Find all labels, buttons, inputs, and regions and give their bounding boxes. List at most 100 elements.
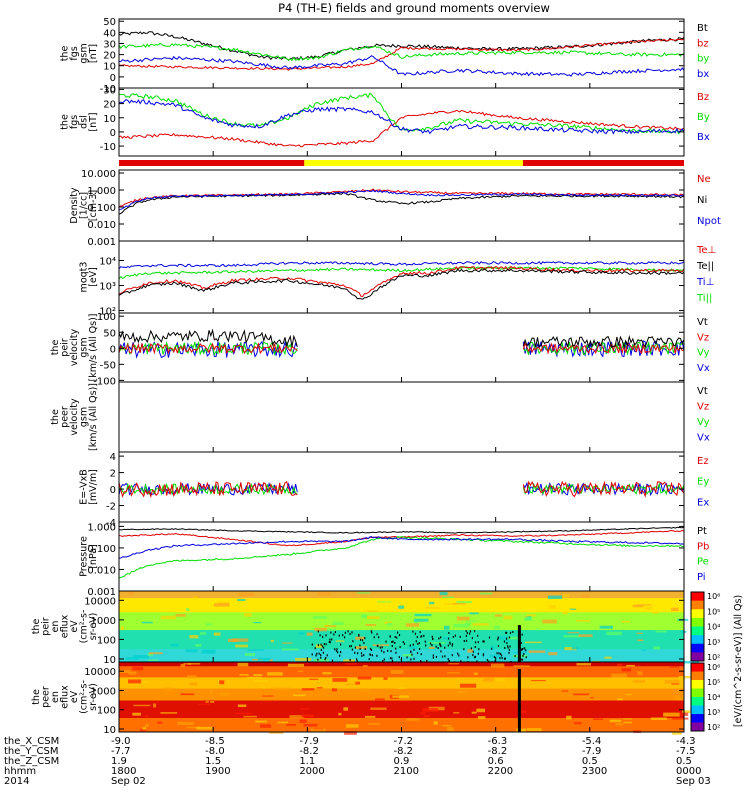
heatmap-cell [423, 715, 431, 718]
panel-density: 0.001 0.010 0.100 1.000 10.000Density[1/cc][… [69, 169, 721, 248]
heatmap-cell [252, 658, 264, 661]
heatmap-dropout [403, 642, 406, 645]
heatmap-cell [536, 628, 540, 631]
heatmap-dropout [315, 654, 317, 657]
heatmap-cell [621, 620, 631, 623]
heatmap-cell [270, 639, 274, 643]
heatmap-cell [526, 614, 536, 617]
heatmap-dropout [399, 645, 401, 648]
heatmap-cell [186, 608, 190, 612]
y-axis-label: eflux [60, 685, 71, 709]
heatmap-dropout [320, 654, 322, 657]
heatmap-cell [237, 704, 247, 708]
heatmap-cell [674, 696, 684, 701]
heatmap-dropout [314, 647, 316, 650]
heatmap-dropout [488, 636, 491, 639]
y-axis-label: [mV/m] [88, 469, 99, 505]
y-tick-label: 30 [103, 85, 116, 96]
heatmap-cell [277, 721, 289, 724]
heatmap-dropout [460, 660, 462, 663]
heatmap-cell [447, 727, 454, 732]
heatmap-dropout [437, 646, 439, 649]
heatmap-cell [295, 657, 312, 661]
heatmap-cell [355, 681, 361, 685]
x-tick-value: 0.5 [582, 756, 598, 767]
heatmap-cell [287, 663, 305, 667]
heatmap-cell [524, 616, 528, 618]
heatmap-cell [611, 673, 628, 678]
heatmap-cell [253, 622, 262, 624]
x-tick-value: -7.9 [582, 746, 602, 757]
series-Ti⊥ [119, 260, 684, 270]
heatmap-dropout [410, 650, 412, 653]
heatmap-cell [355, 636, 365, 640]
heatmap-dropout [395, 647, 397, 650]
heatmap-dropout [369, 647, 372, 650]
x-tick-value: -7.7 [111, 746, 131, 757]
y-tick-label: 0 [110, 485, 116, 496]
legend-label: Bx [697, 132, 710, 143]
heatmap-cell [344, 731, 357, 735]
heatmap-cell [247, 649, 265, 651]
x-tick-value: 1800 [111, 766, 136, 777]
y-axis-label: eflux [60, 614, 71, 638]
heatmap-cell [360, 689, 371, 692]
heatmap-cell [513, 665, 531, 667]
y-tick-label: 0.001 [87, 237, 116, 248]
y-axis-label: [1/cc] [79, 192, 90, 219]
heatmap-cell [128, 592, 134, 595]
heatmap-dropout [338, 634, 340, 637]
heatmap-dropout [458, 654, 460, 657]
colorbar-tick-label: 10⁶ [707, 592, 720, 601]
heatmap-cell [145, 715, 149, 718]
heatmap-cell [139, 729, 147, 732]
heatmap-cell [414, 621, 418, 624]
y-tick-label: 10 [103, 655, 116, 666]
heatmap-dropout [501, 657, 503, 660]
heatmap-cell [447, 672, 460, 674]
heatmap-cell [244, 613, 252, 617]
heatmap-band [119, 662, 684, 667]
heatmap-cell [313, 659, 329, 663]
heatmap-cell [637, 671, 643, 676]
heatmap-cell [524, 641, 542, 644]
legend-label: Pe [697, 557, 709, 568]
heatmap-cell [507, 636, 519, 640]
heatmap-cell [467, 649, 474, 653]
y-axis-label: sr-eV) [88, 613, 99, 641]
heatmap-cell [548, 605, 556, 609]
heatmap-dropout [336, 648, 338, 651]
heatmap-cell [489, 654, 503, 658]
y-tick-label: 1000 [91, 616, 116, 627]
colorbar-swatch [691, 635, 704, 645]
x-tick-value: -6.3 [488, 736, 508, 747]
heatmap-dropout [333, 633, 335, 636]
heatmap-dropout [444, 646, 446, 649]
y-axis-label: peir [60, 338, 71, 357]
heatmap-cell [398, 605, 405, 609]
heatmap-dropout [343, 636, 346, 639]
heatmap-dropout [320, 648, 322, 651]
heatmap-dropout [465, 630, 467, 633]
heatmap-dropout [349, 645, 351, 648]
heatmap-cell [414, 613, 432, 617]
heatmap-cell [593, 718, 604, 720]
colorbar-swatch [691, 680, 704, 689]
heatmap-cell [671, 731, 682, 735]
heatmap-dropout [465, 639, 468, 642]
heatmap-dropout [452, 635, 454, 638]
heatmap-cell [562, 593, 570, 598]
heatmap-cell [493, 677, 506, 682]
y-tick-label: 0 [110, 73, 116, 84]
heatmap-dropout [523, 647, 525, 650]
heatmap-cell [548, 595, 563, 599]
heatmap-dropout [440, 645, 442, 648]
heatmap-cell [453, 712, 460, 714]
legend-label: Vt [697, 386, 708, 397]
y-tick-label: 1.000 [87, 522, 116, 533]
heatmap-cell [617, 698, 623, 701]
series-Pi [119, 536, 684, 559]
series-Ni [119, 192, 684, 215]
y-tick-label: -10 [100, 142, 116, 153]
heatmap-dropout [496, 652, 498, 655]
